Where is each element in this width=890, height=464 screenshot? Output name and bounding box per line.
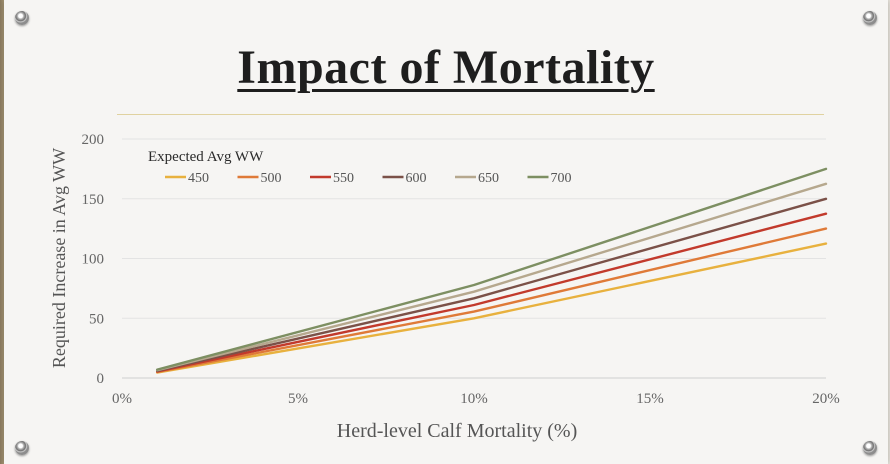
y-tick-labels: 0 50 100 150 200 <box>82 132 105 387</box>
legend-label-550: 550 <box>333 171 354 186</box>
x-tick-label: 5% <box>288 391 308 407</box>
y-tick-label: 0 <box>97 371 105 387</box>
x-tick-label: 0% <box>112 391 132 407</box>
x-tick-labels: 0% 5% 10% 15% 20% <box>112 391 840 407</box>
pin-top-left-icon <box>15 11 29 25</box>
legend-label-700: 700 <box>551 171 572 186</box>
legend-label-650: 650 <box>478 171 499 186</box>
y-tick-label: 200 <box>82 132 105 148</box>
legend-title: Expected Avg WW <box>148 149 264 165</box>
series-line-700 <box>155 167 828 371</box>
x-tick-label: 15% <box>636 391 664 407</box>
slide: Impact of Mortality <box>4 0 888 464</box>
y-tick-label: 100 <box>82 252 105 268</box>
pin-bottom-left-icon <box>15 441 29 455</box>
y-axis-label: Required Increase in Avg WW <box>49 148 69 368</box>
series-line-450 <box>155 242 828 374</box>
title-divider <box>117 114 824 115</box>
y-tick-label: 50 <box>89 311 104 327</box>
series-line-650 <box>155 182 828 372</box>
y-tick-label: 150 <box>82 192 105 208</box>
slide-title: Impact of Mortality <box>237 41 655 94</box>
series-lines <box>155 167 828 374</box>
x-axis-label: Herd-level Calf Mortality (%) <box>337 420 577 442</box>
series-line-500 <box>155 227 828 374</box>
series-line-550 <box>155 212 828 373</box>
series-line-600 <box>155 197 828 372</box>
legend-label-600: 600 <box>406 171 427 186</box>
legend-label-500: 500 <box>261 171 282 186</box>
pin-top-right-icon <box>863 11 877 25</box>
grid-lines <box>122 138 826 379</box>
pin-bottom-right-icon <box>863 441 877 455</box>
legend-label-450: 450 <box>188 171 209 186</box>
x-tick-label: 20% <box>812 391 840 407</box>
legend: Expected Avg WW 450 500 550 600 650 700 <box>148 149 572 186</box>
x-tick-label: 10% <box>460 391 488 407</box>
